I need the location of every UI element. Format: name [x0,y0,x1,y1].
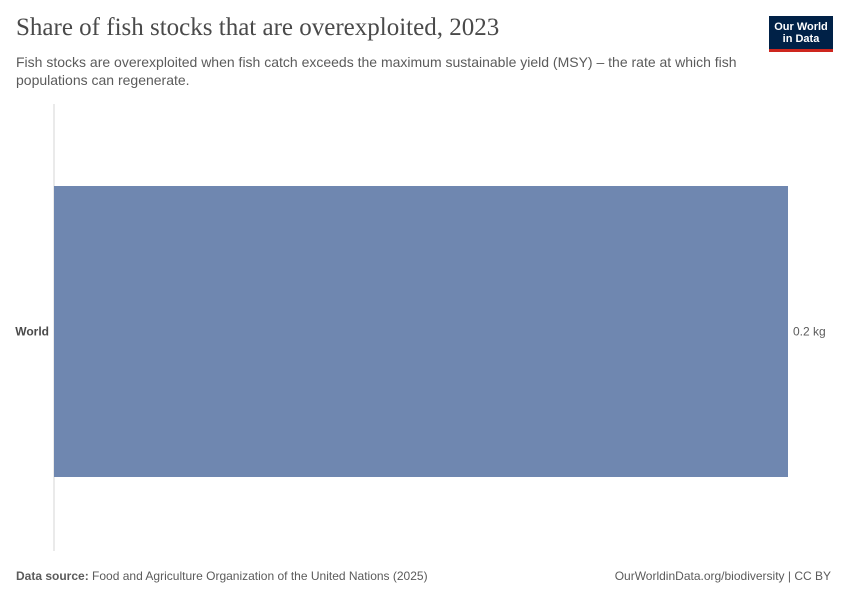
bar-world[interactable] [54,186,788,477]
logo-line-1: Our World [774,20,828,33]
owid-logo[interactable]: Our World in Data [769,16,833,52]
data-source: Data source: Food and Agriculture Organi… [16,569,428,583]
chart-title: Share of fish stocks that are overexploi… [16,14,500,41]
logo-line-2: in Data [782,32,820,45]
data-source-text[interactable]: Food and Agriculture Organization of the… [92,569,428,583]
source-url[interactable]: OurWorldinData.org/biodiversity | CC BY [614,569,831,583]
chart-subtitle: Fish stocks are overexploited when fish … [16,54,737,88]
value-label: 0.2 kg [793,325,826,339]
data-source-label: Data source: [16,569,89,583]
category-label: World [15,325,49,339]
